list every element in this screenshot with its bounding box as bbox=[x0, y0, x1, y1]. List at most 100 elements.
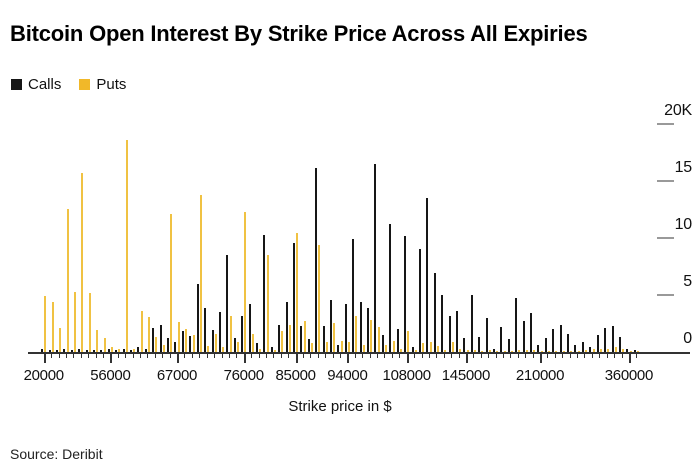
call-bar-120000 bbox=[426, 198, 429, 352]
x-minor-tick bbox=[288, 354, 290, 358]
put-bar-170000 bbox=[503, 351, 506, 352]
x-minor-tick bbox=[65, 354, 67, 358]
call-bar-280000 bbox=[596, 335, 599, 352]
x-minor-tick bbox=[273, 354, 275, 358]
call-bar-80000 bbox=[263, 235, 266, 352]
y-tick-dash bbox=[657, 237, 674, 239]
x-major-tick bbox=[177, 354, 179, 363]
put-bar-200000 bbox=[533, 350, 536, 352]
call-bar-108000 bbox=[404, 236, 407, 352]
y-tick-label-20K: 20K bbox=[664, 102, 692, 119]
put-bar-99000 bbox=[370, 320, 373, 352]
x-minor-tick bbox=[332, 354, 334, 358]
call-bar-54000 bbox=[93, 350, 95, 352]
put-bar-102000 bbox=[385, 345, 387, 352]
x-minor-tick bbox=[191, 354, 193, 358]
put-bar-78000 bbox=[259, 349, 262, 352]
call-bar-106000 bbox=[396, 329, 399, 352]
x-minor-tick bbox=[384, 354, 386, 358]
x-major-tick bbox=[465, 354, 468, 363]
x-tick-label-20000: 20000 bbox=[23, 367, 65, 384]
plot-area bbox=[40, 124, 640, 352]
call-bar-160000 bbox=[485, 318, 488, 352]
call-bar-60000 bbox=[122, 349, 125, 352]
x-minor-tick bbox=[280, 354, 282, 358]
x-minor-tick bbox=[480, 354, 482, 358]
x-minor-tick bbox=[547, 354, 549, 358]
put-bar-61000 bbox=[133, 349, 136, 352]
x-major-tick bbox=[347, 354, 350, 363]
x-minor-tick bbox=[458, 354, 460, 358]
x-minor-tick bbox=[599, 354, 601, 358]
x-minor-tick bbox=[495, 354, 497, 358]
x-minor-tick bbox=[117, 354, 119, 358]
call-bar-77000 bbox=[248, 304, 251, 352]
put-bar-140000 bbox=[459, 349, 462, 352]
y-tick-dash bbox=[657, 123, 674, 125]
call-bar-66000 bbox=[167, 338, 169, 352]
put-bar-80000 bbox=[266, 255, 269, 352]
call-bar-175000 bbox=[507, 339, 510, 352]
call-bar-64000 bbox=[152, 328, 155, 352]
x-minor-tick bbox=[251, 354, 253, 358]
x-minor-tick bbox=[184, 354, 186, 358]
put-bar-68000 bbox=[185, 329, 187, 352]
call-bar-30000 bbox=[55, 350, 58, 352]
put-bar-96000 bbox=[355, 316, 358, 352]
x-minor-tick bbox=[569, 354, 571, 358]
call-bar-65000 bbox=[159, 325, 162, 352]
put-bar-85000 bbox=[296, 233, 299, 352]
y-tick-label-10: 10 bbox=[674, 216, 693, 233]
call-bar-200000 bbox=[530, 313, 532, 352]
x-tick-label-210000: 210000 bbox=[515, 367, 565, 384]
put-bar-76000 bbox=[244, 212, 247, 352]
put-bar-105000 bbox=[392, 341, 395, 352]
put-bar-65000 bbox=[162, 345, 165, 352]
call-bar-67000 bbox=[174, 342, 177, 352]
call-bar-98000 bbox=[359, 302, 362, 352]
x-minor-tick bbox=[399, 354, 401, 358]
call-bar-20000 bbox=[41, 349, 44, 352]
put-bar-90000 bbox=[318, 245, 321, 352]
put-bar-106000 bbox=[399, 349, 402, 352]
call-bar-74000 bbox=[226, 255, 229, 352]
put-bar-54000 bbox=[96, 330, 99, 352]
x-tick-label-76000: 76000 bbox=[223, 367, 265, 384]
put-bar-225000 bbox=[562, 351, 565, 352]
x-minor-tick bbox=[199, 354, 201, 358]
put-bar-73000 bbox=[222, 347, 225, 352]
call-bar-61000 bbox=[130, 350, 132, 352]
call-bar-63000 bbox=[144, 349, 147, 352]
put-bar-52000 bbox=[88, 293, 91, 352]
put-bar-220000 bbox=[555, 351, 558, 352]
call-bar-170000 bbox=[500, 327, 503, 352]
put-bar-94000 bbox=[348, 342, 350, 352]
call-bar-99000 bbox=[367, 308, 369, 352]
call-bar-230000 bbox=[567, 334, 569, 352]
call-bar-81000 bbox=[270, 347, 273, 352]
call-bar-70000 bbox=[196, 284, 199, 352]
x-minor-tick bbox=[451, 354, 453, 358]
call-bar-240000 bbox=[574, 345, 577, 352]
call-bar-105000 bbox=[389, 224, 392, 352]
legend-item-calls: Calls bbox=[11, 76, 61, 93]
call-bar-73000 bbox=[218, 312, 221, 352]
call-bar-90000 bbox=[315, 168, 318, 352]
put-bar-165000 bbox=[496, 351, 499, 352]
x-minor-tick bbox=[236, 354, 238, 358]
x-major-tick bbox=[110, 354, 113, 363]
put-bar-64000 bbox=[155, 337, 158, 352]
put-bar-100000 bbox=[377, 327, 380, 352]
x-minor-tick bbox=[362, 354, 364, 358]
put-bar-175000 bbox=[511, 351, 513, 352]
call-bar-250000 bbox=[581, 342, 584, 352]
call-bar-55000 bbox=[100, 350, 103, 352]
put-bar-62000 bbox=[140, 311, 143, 352]
x-minor-tick bbox=[391, 354, 393, 358]
call-bar-112000 bbox=[418, 249, 421, 352]
put-bar-70000 bbox=[199, 195, 202, 352]
x-minor-tick bbox=[340, 354, 341, 358]
put-bar-108000 bbox=[407, 331, 410, 352]
call-bar-25000 bbox=[48, 350, 51, 352]
put-bar-240000 bbox=[577, 351, 580, 352]
